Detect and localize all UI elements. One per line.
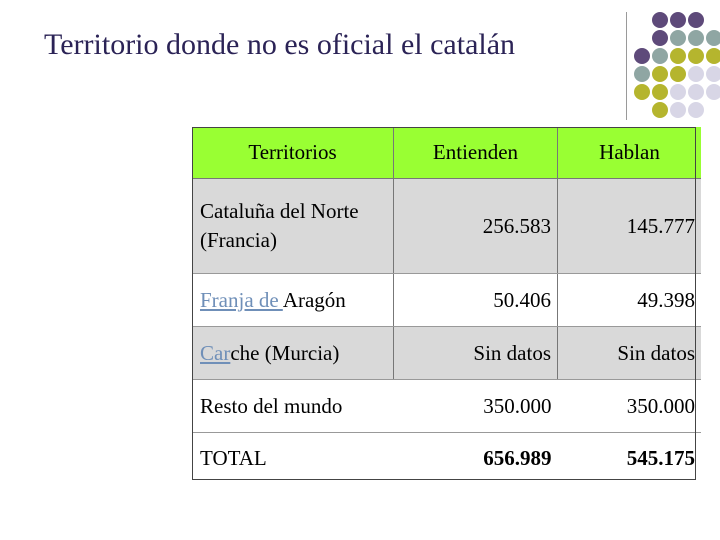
table-row: Resto del mundo 350.000 350.000 xyxy=(192,379,701,433)
cell-territory: Resto del mundo xyxy=(192,379,394,433)
cell-hablan: 350.000 xyxy=(557,379,701,433)
decorative-dot xyxy=(670,30,686,46)
cell-hablan: 545.175 xyxy=(557,432,701,484)
table-row-total: TOTAL 656.989 545.175 xyxy=(192,432,701,484)
cell-entienden: Sin datos xyxy=(393,326,558,380)
table-row: Carche (Murcia) Sin datos Sin datos xyxy=(192,326,701,380)
decorative-dot xyxy=(706,84,720,100)
decorative-dot xyxy=(670,12,686,28)
table-header-row: Territorios Entienden Hablan xyxy=(192,127,701,179)
cell-entienden: 256.583 xyxy=(393,178,558,274)
decorative-dot xyxy=(652,102,668,118)
cell-territory: TOTAL xyxy=(192,432,394,484)
decorative-dot xyxy=(688,84,704,100)
data-table: Territorios Entienden Hablan Cataluña de… xyxy=(192,127,701,484)
cell-entienden: 50.406 xyxy=(393,273,558,327)
cell-territory: Cataluña del Norte (Francia) xyxy=(192,178,394,274)
table-row: Franja de Aragón 50.406 49.398 xyxy=(192,273,701,327)
cell-territory: Franja de Aragón xyxy=(192,273,394,327)
territory-link[interactable]: Car xyxy=(200,340,231,365)
decorative-dot xyxy=(688,30,704,46)
decorative-dot xyxy=(652,12,668,28)
header-territorios: Territorios xyxy=(192,127,394,179)
cell-entienden: 350.000 xyxy=(393,379,558,433)
decorative-dot xyxy=(652,66,668,82)
territory-text: Aragón xyxy=(282,287,346,312)
decorative-dot xyxy=(652,30,668,46)
decorative-dot xyxy=(634,84,650,100)
decorative-dot xyxy=(652,48,668,64)
decorative-dot xyxy=(634,66,650,82)
decorative-divider xyxy=(626,12,627,120)
cell-hablan: 145.777 xyxy=(557,178,701,274)
cell-hablan: Sin datos xyxy=(557,326,701,380)
decorative-dot xyxy=(688,102,704,118)
territory-text: che (Murcia) xyxy=(230,340,340,365)
decorative-dot xyxy=(706,30,720,46)
header-entienden: Entienden xyxy=(393,127,558,179)
cell-hablan: 49.398 xyxy=(557,273,701,327)
table-row: Cataluña del Norte (Francia) 256.583 145… xyxy=(192,178,701,274)
decorative-dot xyxy=(652,84,668,100)
territory-link[interactable]: Franja de xyxy=(200,287,283,312)
decorative-dot xyxy=(670,84,686,100)
decorative-dot xyxy=(706,66,720,82)
slide-title: Territorio donde no es oficial el catalá… xyxy=(44,28,516,61)
decorative-dot xyxy=(706,48,720,64)
decorative-dot xyxy=(688,66,704,82)
decorative-dot xyxy=(670,66,686,82)
decorative-dot xyxy=(688,12,704,28)
header-hablan: Hablan xyxy=(557,127,701,179)
cell-entienden: 656.989 xyxy=(393,432,558,484)
cell-territory: Carche (Murcia) xyxy=(192,326,394,380)
decorative-dot xyxy=(670,102,686,118)
decorative-dot xyxy=(688,48,704,64)
decorative-dot xyxy=(634,48,650,64)
decorative-dot xyxy=(670,48,686,64)
